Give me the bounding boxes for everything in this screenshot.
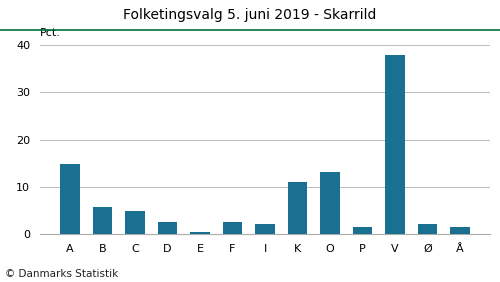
Bar <box>158 222 178 234</box>
Bar <box>418 224 437 234</box>
Text: © Danmarks Statistik: © Danmarks Statistik <box>5 269 118 279</box>
Bar <box>320 172 340 234</box>
Bar <box>288 182 307 234</box>
Bar <box>385 54 404 234</box>
Bar <box>60 164 80 234</box>
Text: Pct.: Pct. <box>40 28 61 38</box>
Bar <box>256 224 274 234</box>
Bar <box>223 222 242 234</box>
Bar <box>126 212 145 234</box>
Bar <box>190 232 210 234</box>
Text: Folketingsvalg 5. juni 2019 - Skarrild: Folketingsvalg 5. juni 2019 - Skarrild <box>124 8 376 23</box>
Bar <box>352 227 372 234</box>
Bar <box>450 227 469 234</box>
Bar <box>93 207 112 234</box>
